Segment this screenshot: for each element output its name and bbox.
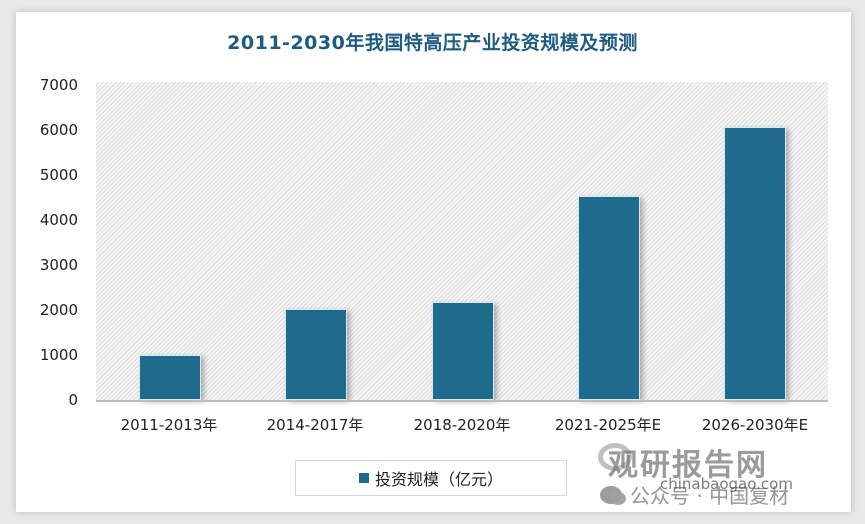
watermark-url: chinabaogao.com — [660, 475, 793, 493]
x-axis-line — [96, 400, 828, 402]
bar-2021-2025e[interactable] — [578, 195, 640, 400]
watermark-wechat-text: 公众号 · 中国复材 — [630, 484, 790, 508]
bar-2018-2020[interactable] — [432, 302, 494, 400]
bar-2014-2017[interactable] — [285, 309, 347, 400]
legend-label: 投资规模（亿元） — [374, 470, 503, 489]
legend-swatch-icon — [358, 473, 369, 483]
y-tick-0: 0 — [68, 391, 78, 409]
x-label-2014-2017: 2014-2017年 — [266, 416, 364, 434]
watermark-logo: 观研报告网 — [608, 448, 768, 483]
y-tick-6000: 6000 — [39, 121, 78, 139]
y-tick-3000: 3000 — [39, 256, 78, 274]
wechat-icon — [600, 485, 626, 505]
bar-2011-2013[interactable] — [139, 354, 201, 400]
y-tick-1000: 1000 — [39, 346, 78, 364]
chart-title: 2011-2030年我国特高压产业投资规模及预测 — [227, 32, 638, 54]
x-label-2011-2013: 2011-2013年 — [120, 416, 218, 434]
x-label-2026-2030e: 2026-2030年E — [701, 416, 809, 434]
y-tick-5000: 5000 — [39, 166, 78, 184]
watermark-wechat: 公众号 · 中国复材 — [600, 480, 789, 509]
y-tick-7000: 7000 — [39, 76, 78, 94]
x-label-2018-2020: 2018-2020年 — [413, 416, 511, 434]
x-label-2021-2025e: 2021-2025年E — [554, 416, 662, 434]
bar-2026-2030e[interactable] — [724, 127, 786, 400]
y-tick-2000: 2000 — [39, 301, 78, 319]
legend: 投资规模（亿元） — [295, 460, 567, 496]
y-tick-4000: 4000 — [39, 211, 78, 229]
watermark-swirl-icon — [598, 443, 632, 471]
